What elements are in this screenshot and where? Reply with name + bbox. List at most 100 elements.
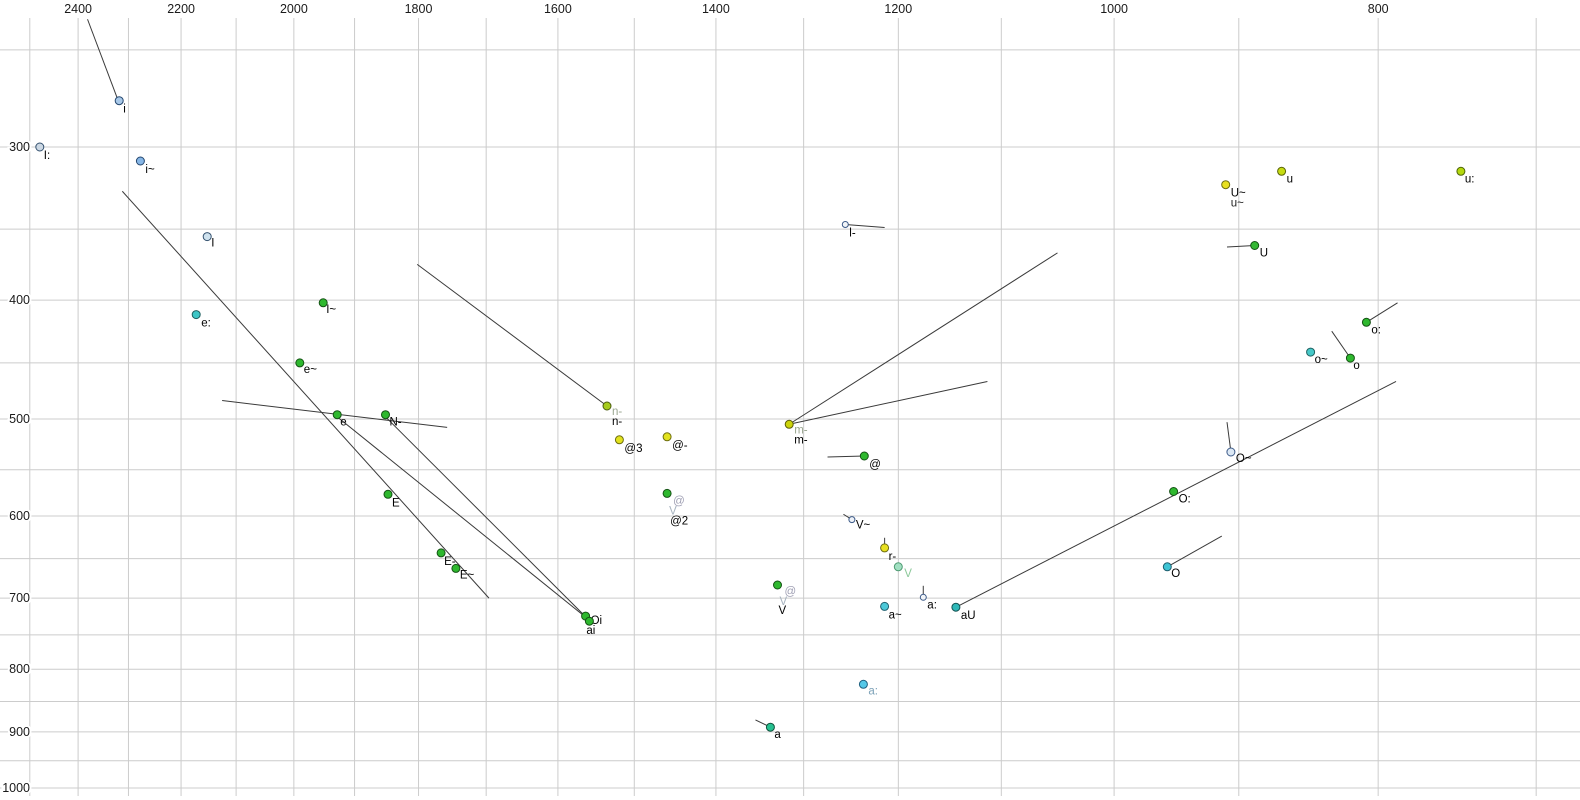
point-label: n- <box>612 416 622 428</box>
trajectory-line <box>827 455 865 458</box>
data-point-O:[interactable] <box>1169 487 1179 496</box>
data-point-V-2[interactable] <box>893 562 903 572</box>
x-tick-label: 2200 <box>167 2 195 16</box>
data-point-O~[interactable] <box>1226 447 1236 457</box>
data-point-a[interactable] <box>765 722 775 732</box>
x-tick-label: 800 <box>1368 2 1389 16</box>
point-label: O: <box>1179 494 1191 506</box>
data-point-i~[interactable] <box>135 156 145 166</box>
data-point-r-[interactable] <box>880 543 890 553</box>
data-point-m-[interactable] <box>784 419 794 429</box>
point-label: O <box>1171 568 1180 580</box>
data-point-@-[interactable] <box>662 432 672 442</box>
trajectory-line <box>788 252 1058 425</box>
point-label: o <box>1353 360 1359 372</box>
data-point-u[interactable] <box>1277 166 1287 176</box>
data-point-U~[interactable] <box>1221 180 1231 190</box>
data-point-a:[interactable] <box>919 593 927 601</box>
y-tick-label: 900 <box>9 725 30 739</box>
data-point-o~[interactable] <box>1306 347 1316 357</box>
data-point-V~[interactable] <box>848 516 856 524</box>
trajectory-line <box>336 416 589 620</box>
trajectory-line <box>87 19 119 101</box>
data-point-V[interactable] <box>773 580 782 590</box>
point-label: I <box>211 238 214 250</box>
point-label: ai <box>586 625 595 637</box>
data-point-e:[interactable] <box>191 310 201 320</box>
point-label: i~ <box>145 164 155 176</box>
data-point-I[interactable] <box>202 232 212 242</box>
trajectory-line <box>1366 302 1398 323</box>
data-point-a~[interactable] <box>880 601 890 611</box>
point-label: i <box>123 104 126 116</box>
point-label: o: <box>1371 324 1381 336</box>
data-point-I~[interactable] <box>318 298 328 308</box>
data-point-a:-2[interactable] <box>858 679 868 689</box>
point-label: m- <box>794 434 808 446</box>
point-label: E <box>392 497 400 509</box>
point-label: O~ <box>1236 453 1252 465</box>
point-label: @ <box>673 495 685 507</box>
point-label: m- <box>794 424 808 436</box>
x-tick-label: 2000 <box>280 2 308 16</box>
point-label: @3 <box>624 443 642 455</box>
y-tick-label: 600 <box>9 509 30 523</box>
point-label: V <box>780 596 788 608</box>
data-point-@3[interactable] <box>614 435 624 445</box>
trajectory-line <box>845 223 885 229</box>
point-label: E~ <box>460 569 475 581</box>
data-point-i[interactable] <box>114 96 124 106</box>
y-tick-label: 500 <box>9 412 30 426</box>
data-point-@[interactable] <box>859 451 869 461</box>
data-point-@2[interactable] <box>662 488 672 498</box>
point-label: I~ <box>326 304 336 316</box>
point-label: r- <box>889 551 897 563</box>
data-point-l-[interactable] <box>841 221 849 228</box>
data-point-E[interactable] <box>383 489 393 499</box>
point-label: @- <box>672 440 688 452</box>
point-label: N- <box>390 417 402 429</box>
point-label: aU <box>961 610 976 622</box>
x-tick-label: 1400 <box>702 2 730 16</box>
x-tick-label: 1200 <box>884 2 912 16</box>
point-label: V <box>779 605 787 617</box>
point-label: @ <box>785 586 797 598</box>
trajectory-line <box>1331 330 1351 359</box>
data-point-e[interactable] <box>332 410 342 420</box>
data-point-e~[interactable] <box>295 358 305 368</box>
data-point-E-[interactable] <box>436 548 446 558</box>
data-point-u:[interactable] <box>1456 166 1466 176</box>
data-point-I:[interactable] <box>35 142 45 152</box>
point-label: I: <box>44 150 50 162</box>
point-label: U <box>1260 248 1268 260</box>
point-label: e~ <box>304 364 317 376</box>
point-label: @ <box>869 459 881 471</box>
point-label: V~ <box>856 520 871 532</box>
trajectory-line <box>416 263 608 407</box>
data-point-U[interactable] <box>1250 241 1260 250</box>
data-point-o[interactable] <box>1345 353 1355 363</box>
data-point-ai[interactable] <box>584 616 594 626</box>
point-label: E- <box>444 556 456 568</box>
data-point-E~[interactable] <box>451 563 461 573</box>
trajectory-line <box>385 416 589 620</box>
point-label: o~ <box>1315 354 1328 366</box>
x-tick-label: 2400 <box>64 2 92 16</box>
trajectory-line <box>1226 422 1232 453</box>
data-point-aU[interactable] <box>951 602 961 612</box>
x-tick-label: 1600 <box>544 2 572 16</box>
data-point-O[interactable] <box>1162 562 1172 572</box>
point-label: a~ <box>889 609 902 621</box>
y-tick-label: 1000 <box>2 781 30 795</box>
x-tick-label: 1800 <box>405 2 433 16</box>
data-point-n-[interactable] <box>602 401 612 411</box>
x-tick-label: 1000 <box>1100 2 1128 16</box>
point-label: e: <box>201 318 211 330</box>
data-point-N-[interactable] <box>381 410 390 420</box>
trajectory-line <box>121 190 490 599</box>
point-label: u <box>1287 173 1293 185</box>
point-label: u: <box>1465 173 1475 185</box>
point-label: e <box>340 417 346 429</box>
data-point-o:[interactable] <box>1361 317 1371 327</box>
y-tick-label: 400 <box>9 293 30 307</box>
